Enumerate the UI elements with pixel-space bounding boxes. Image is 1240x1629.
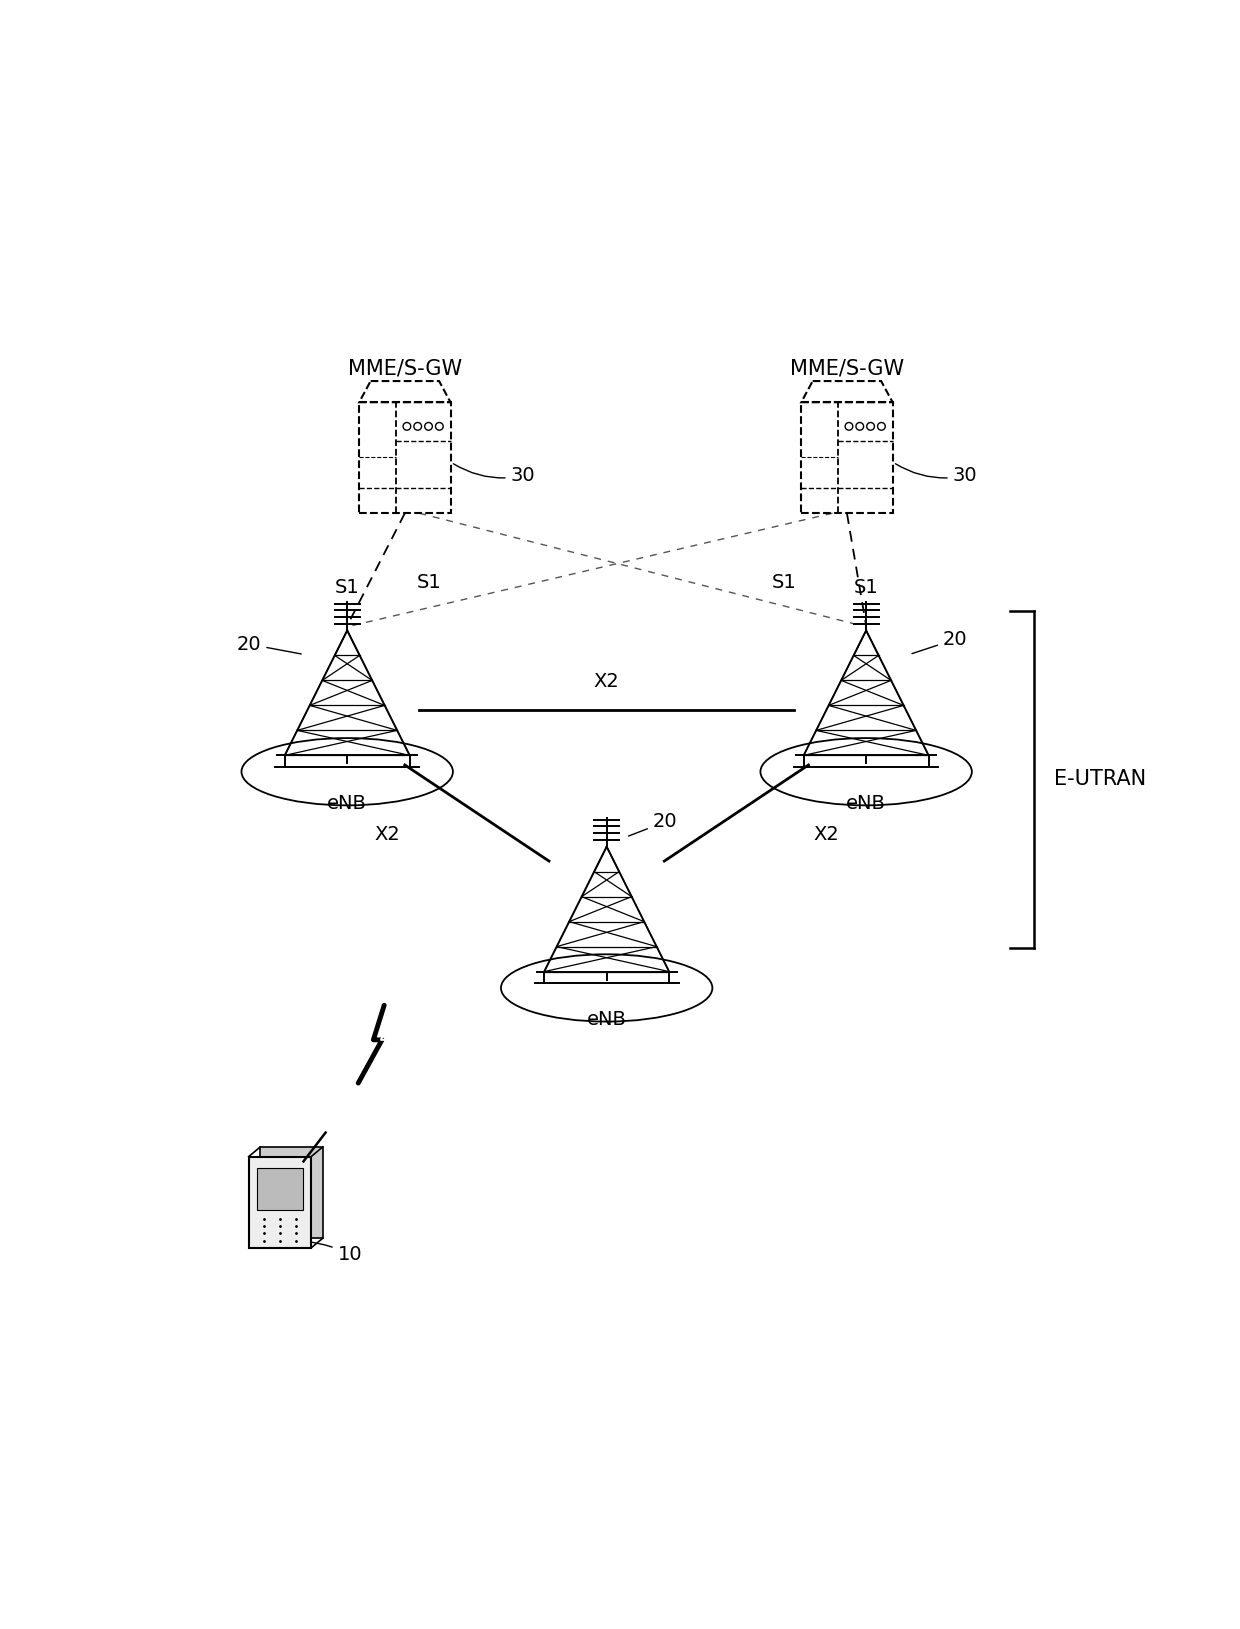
Text: 20: 20: [237, 635, 301, 653]
Text: eNB: eNB: [327, 793, 367, 813]
Text: eNB: eNB: [846, 793, 887, 813]
Text: X2: X2: [813, 826, 839, 844]
Text: X2: X2: [374, 826, 401, 844]
Text: 20: 20: [913, 630, 967, 653]
Text: MME/S-GW: MME/S-GW: [790, 358, 904, 378]
Text: 30: 30: [454, 464, 536, 485]
Bar: [260, 1147, 322, 1238]
Text: S1: S1: [335, 578, 360, 596]
Bar: [249, 1157, 311, 1248]
Text: 10: 10: [301, 1241, 362, 1264]
Bar: [257, 1168, 304, 1210]
Bar: [801, 402, 893, 513]
Text: S1: S1: [854, 578, 878, 596]
Text: 30: 30: [895, 464, 977, 485]
Text: X2: X2: [594, 673, 620, 691]
Bar: [360, 402, 450, 513]
Text: MME/S-GW: MME/S-GW: [347, 358, 463, 378]
Text: 20: 20: [629, 813, 677, 836]
Text: E-UTRAN: E-UTRAN: [1054, 769, 1146, 790]
Text: S1: S1: [417, 573, 441, 591]
Text: eNB: eNB: [587, 1010, 626, 1030]
Text: S1: S1: [773, 573, 797, 591]
